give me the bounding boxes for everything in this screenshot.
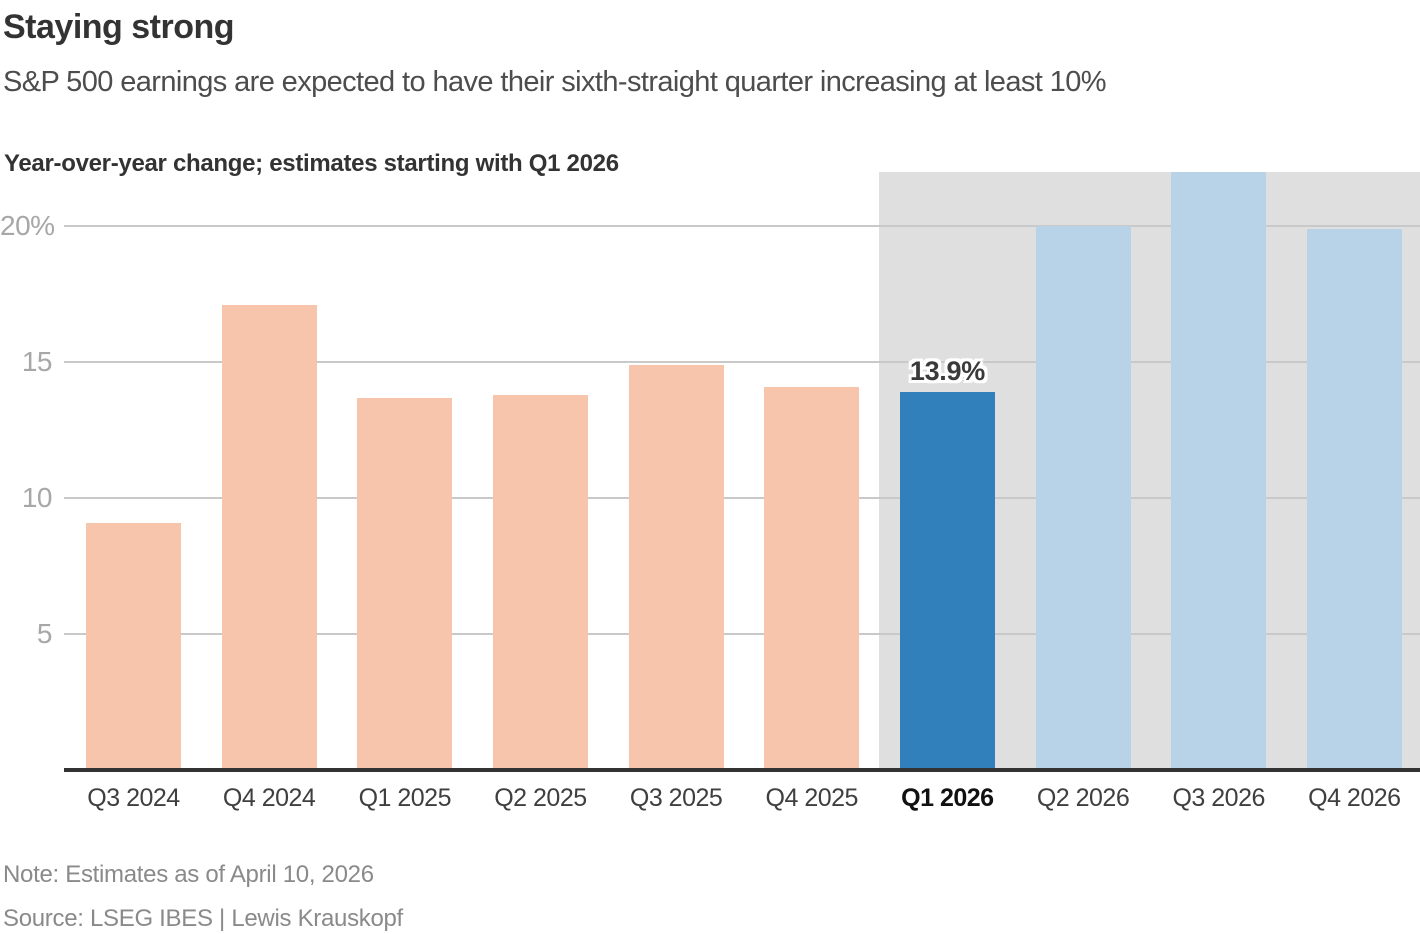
bar-q4-2025 [764, 386, 860, 770]
bar-q4-2026 [1306, 229, 1402, 770]
x-tick-label: Q2 2026 [1036, 784, 1130, 812]
x-tick-label: Q3 2024 [87, 784, 180, 812]
note-text: Note: Estimates as of April 10, 2026 [3, 861, 374, 888]
y-tick-label: 5 [36, 618, 53, 650]
bar-value-label: 13.9% [909, 356, 985, 387]
bar-q1-2026 [899, 392, 995, 770]
axis-note: Year-over-year change; estimates startin… [4, 150, 619, 177]
bar-q1-2025 [357, 397, 453, 770]
gridline [64, 633, 1420, 636]
gridline [64, 225, 1420, 228]
x-tick-label: Q3 2026 [1172, 784, 1265, 812]
x-tick-label: Q4 2024 [222, 784, 316, 812]
y-tick-label: 10 [21, 482, 53, 514]
bar-q3-2026 [1171, 172, 1267, 770]
y-tick-label: 20% [0, 210, 55, 242]
gridline [64, 497, 1420, 500]
x-tick-label: Q3 2025 [629, 784, 723, 812]
chart-subtitle: S&P 500 earnings are expected to have th… [3, 66, 1107, 98]
x-tick-label: Q4 2026 [1308, 784, 1401, 812]
x-tick-label: Q4 2025 [765, 784, 859, 812]
bar-q2-2025 [492, 394, 588, 770]
bar-q4-2024 [221, 305, 317, 770]
x-tick-label: Q1 2026 [901, 784, 994, 812]
bar-q2-2026 [1035, 226, 1131, 770]
chart-area: 13.9% 20% 15 10 5 Q3 2024 Q4 2024 Q1 2025 Q2 20… [0, 172, 1420, 812]
x-tick-label: Q2 2025 [494, 784, 587, 812]
plot-area: 13.9% [64, 172, 1420, 772]
x-axis-line [64, 768, 1420, 772]
bar-q3-2025 [628, 365, 724, 770]
bar-q3-2024 [86, 522, 181, 770]
gridline [64, 361, 1420, 364]
chart-title: Staying strong [3, 8, 235, 46]
y-tick-label: 15 [21, 346, 53, 378]
source-text: Source: LSEG IBES | Lewis Krauskopf [3, 905, 403, 932]
x-tick-label: Q1 2025 [358, 784, 452, 812]
